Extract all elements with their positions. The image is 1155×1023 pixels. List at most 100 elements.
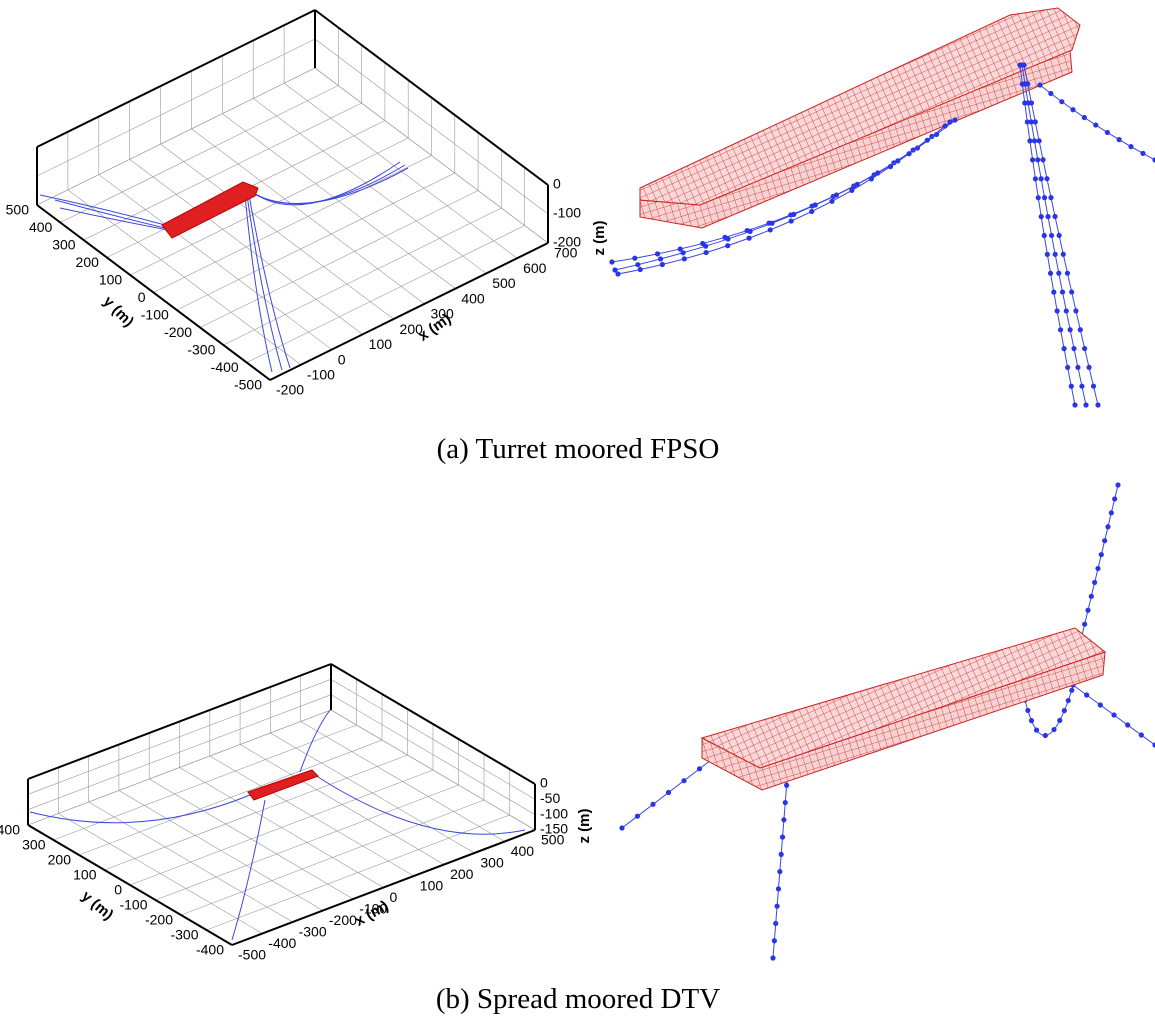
mooring-node [1069, 384, 1074, 389]
grid-line [156, 785, 459, 900]
y-tick-label: 300 [52, 237, 76, 253]
mooring-node [619, 825, 624, 830]
mooring-node [1102, 538, 1107, 543]
y-tick-label: -300 [187, 342, 215, 358]
grid-line [177, 173, 455, 310]
mooring-node [1060, 289, 1065, 294]
mooring-node [784, 783, 789, 788]
page-body: {"panels": [ {"caption": "(a) Turret moo… [0, 0, 1155, 1023]
mooring-node [682, 256, 687, 261]
mooring-node [809, 209, 814, 214]
x-tick-label: 100 [420, 878, 444, 894]
z-tick-label: 0 [553, 176, 561, 192]
vessel [248, 770, 318, 800]
mooring-node [1035, 157, 1040, 162]
mooring-node [768, 227, 773, 232]
z-tick-label: -200 [553, 234, 581, 250]
mooring-node [681, 250, 686, 255]
mooring-node [849, 188, 854, 193]
figure: -200-10001002003004005006007005004003002… [0, 0, 1155, 1023]
mooring-node [813, 202, 818, 207]
mooring-node [1037, 82, 1042, 87]
mooring-node [888, 164, 893, 169]
mooring-node [1112, 496, 1117, 501]
mooring-node [1029, 718, 1034, 723]
mooring-node [925, 138, 930, 143]
x-tick-label: 300 [480, 855, 504, 871]
mooring-node [1052, 214, 1057, 219]
mooring-node [1042, 195, 1047, 200]
mooring-node [660, 262, 665, 267]
x-tick-label: 400 [461, 290, 485, 306]
mooring-node [1071, 346, 1076, 351]
mooring-node [783, 800, 788, 805]
mooring-node [1091, 384, 1096, 389]
mooring-node [1082, 622, 1087, 627]
mooring-node [1093, 122, 1098, 127]
mooring-node [1027, 138, 1032, 143]
mooring-node [1058, 327, 1063, 332]
y-tick-label: 100 [73, 867, 97, 883]
mooring-node [632, 256, 637, 261]
mooring-node [655, 251, 660, 256]
mooring-node [1048, 91, 1053, 96]
axis-frame [37, 205, 270, 380]
mooring-node [747, 229, 752, 234]
mooring-node [791, 212, 796, 217]
mooring-node [789, 218, 794, 223]
mooring-node [1105, 524, 1110, 529]
mooring-node [1061, 346, 1066, 351]
z-tick-label: -150 [540, 821, 568, 837]
x-tick-label: -200 [276, 382, 304, 398]
z-axis-title: z (m) [576, 809, 593, 844]
mooring-node [1109, 510, 1114, 515]
mooring-node [1042, 233, 1047, 238]
x-tick-label: 0 [390, 889, 398, 905]
mooring-node [1069, 289, 1074, 294]
mooring-node [1078, 327, 1083, 332]
caption: (a) Turret moored FPSO [437, 433, 720, 465]
mooring-node [703, 244, 708, 249]
mooring-node [1059, 99, 1064, 104]
mooring-node [1140, 151, 1145, 156]
mooring-node [1039, 176, 1044, 181]
mooring-node [1032, 138, 1037, 143]
z-axis-title: z (m) [591, 221, 608, 256]
mooring-node [907, 151, 912, 156]
mooring-node [1048, 195, 1053, 200]
mooring-node [1082, 115, 1087, 120]
axis-frame [315, 10, 548, 185]
mooring-node [1029, 100, 1034, 105]
x-tick-label: 200 [450, 866, 474, 882]
x-tick-label: 600 [523, 260, 547, 276]
mooring-node [1051, 727, 1056, 732]
mooring-node [1039, 214, 1044, 219]
mooring-node [1045, 214, 1050, 219]
mooring-node [1045, 252, 1050, 257]
mooring-node [1079, 384, 1084, 389]
mooring-node [1057, 718, 1062, 723]
y-tick-label: 400 [0, 822, 20, 838]
mooring-node [635, 262, 640, 267]
y-tick-label: 200 [48, 852, 72, 868]
mooring-node [615, 271, 620, 276]
x-tick-label: -100 [307, 366, 335, 382]
dtv-mesh [702, 628, 1105, 790]
mooring-line [1020, 65, 1075, 405]
mooring-node [1036, 195, 1041, 200]
grid-line [181, 800, 484, 915]
mooring-node [1040, 157, 1045, 162]
mooring-node [1034, 728, 1039, 733]
grid-line [331, 679, 535, 799]
mooring-node [1043, 733, 1048, 738]
grid-line [315, 39, 548, 214]
mooring-node [609, 259, 614, 264]
y-tick-label: 0 [114, 882, 122, 898]
y-tick-label: 100 [99, 272, 123, 288]
page: body { margin: 0; background: #fff; font… [0, 0, 1155, 1023]
y-tick-label: 400 [29, 219, 53, 235]
mooring-node [1069, 688, 1074, 693]
axis-frame [37, 10, 315, 147]
mooring-node [1021, 62, 1026, 67]
axis-frame [232, 830, 535, 945]
